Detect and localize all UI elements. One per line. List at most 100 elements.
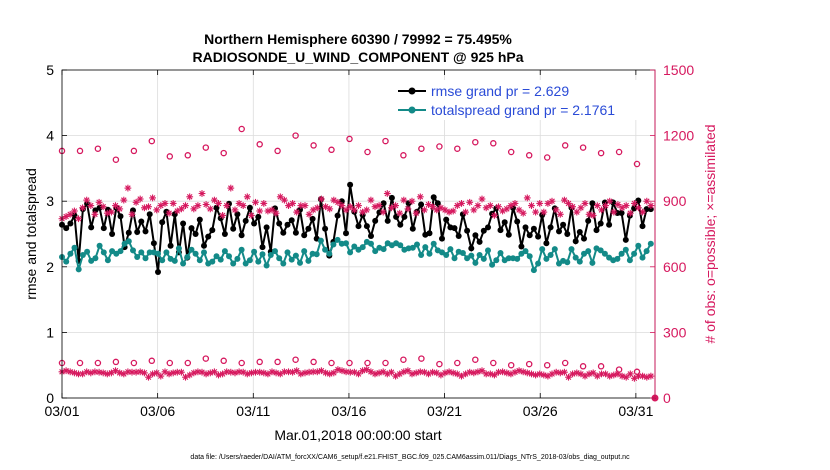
obs-assimilated-marker (408, 370, 416, 378)
data-point (142, 228, 149, 235)
obs-assimilated-marker (256, 207, 264, 215)
asterisk-stroke (545, 200, 551, 207)
obs-assimilated-marker (495, 203, 502, 211)
obs-possible-marker (382, 137, 389, 145)
asterisk-stroke (454, 371, 461, 377)
data-point (397, 242, 404, 249)
asterisk-stroke (277, 194, 284, 200)
data-point (601, 250, 608, 257)
obs-possible-marker (220, 149, 227, 157)
obs-possible-marker (561, 359, 569, 367)
asterisk-stroke (112, 367, 119, 374)
data-point (409, 225, 416, 232)
data-point (96, 242, 103, 249)
asterisk-stroke (215, 200, 222, 207)
data-point (125, 238, 132, 245)
data-point (501, 219, 508, 226)
asterisk-stroke (368, 197, 374, 203)
asterisk-stroke (71, 370, 78, 376)
asterisk-stroke (574, 209, 580, 215)
data-point (71, 244, 78, 251)
data-point (522, 224, 529, 231)
asterisk-stroke (582, 373, 588, 379)
data-point (593, 227, 600, 234)
data-point (418, 252, 425, 258)
asterisk-stroke (174, 369, 181, 375)
asterisk-stroke (376, 370, 382, 376)
obs-assimilated-marker (491, 212, 498, 219)
data-point (234, 255, 241, 262)
data-point (305, 225, 312, 232)
asterisk-stroke (508, 202, 514, 209)
data-point (146, 249, 153, 256)
obs-possible-marker (184, 152, 192, 159)
obs-possible-marker (202, 355, 210, 362)
data-point (522, 248, 529, 255)
obs-possible-marker (436, 360, 443, 368)
data-point (251, 248, 258, 255)
data-point (284, 221, 291, 228)
asterisk-stroke (67, 369, 73, 375)
obs-assimilated-marker (161, 200, 169, 207)
x-tick-label: 03/01 (44, 403, 79, 419)
obs-assimilated-marker (643, 197, 651, 205)
asterisk-stroke (306, 211, 312, 218)
asterisk-stroke (207, 206, 214, 212)
asterisk-stroke (244, 194, 251, 200)
data-point (246, 257, 253, 264)
data-point (518, 243, 525, 250)
data-point (326, 250, 333, 257)
asterisk-stroke (83, 197, 90, 203)
obs-assimilated-marker (647, 372, 655, 380)
data-point (92, 255, 99, 262)
asterisk-stroke (351, 369, 358, 375)
data-point (272, 248, 278, 255)
asterisk-stroke (289, 200, 296, 207)
obs-assimilated-marker (536, 200, 544, 207)
data-point (347, 181, 354, 188)
asterisk-stroke (166, 371, 172, 377)
asterisk-stroke (413, 210, 419, 216)
asterisk-stroke (623, 202, 629, 209)
asterisk-stroke (483, 205, 489, 211)
obs-possible-marker (472, 138, 479, 146)
asterisk-stroke (145, 374, 152, 380)
obs-assimilated-marker (363, 206, 371, 214)
asterisk-stroke (483, 371, 489, 377)
obs-assimilated-marker (112, 367, 119, 375)
asterisk-stroke (153, 207, 160, 213)
asterisk-stroke (170, 200, 176, 207)
data-point (192, 250, 199, 257)
obs-assimilated-marker (99, 203, 107, 211)
obs-assimilated-marker (528, 202, 535, 209)
obs-assimilated-marker (128, 368, 136, 376)
asterisk-stroke (429, 203, 436, 210)
asterisk-stroke (326, 371, 333, 377)
data-point (581, 235, 587, 242)
obs-assimilated-marker (639, 372, 646, 380)
data-point (343, 230, 349, 237)
asterisk-stroke (244, 371, 251, 377)
obs-assimilated-marker (149, 194, 156, 202)
x-tick-label: 03/26 (523, 403, 558, 419)
data-point (88, 224, 95, 231)
obs-assimilated-marker (276, 193, 284, 201)
chart-title-line1: Northern Hemisphere 60390 / 79992 = 75.4… (204, 31, 512, 47)
obs-possible-marker (148, 137, 156, 145)
data-point (255, 213, 262, 220)
obs-assimilated-marker (441, 369, 449, 377)
data-point (409, 244, 416, 251)
asterisk-stroke (261, 370, 267, 376)
asterisk-stroke (602, 371, 609, 377)
data-point (480, 227, 487, 234)
data-point (238, 246, 245, 253)
data-point (146, 211, 153, 218)
obs-assimilated-marker (334, 198, 342, 206)
obs-assimilated-marker (523, 369, 531, 377)
asterisk-stroke (553, 207, 559, 213)
asterisk-stroke (318, 196, 325, 202)
series-layer (58, 125, 659, 402)
obs-assimilated-marker (491, 371, 498, 379)
y-axis-right-label: # of obs: o=possible; ×=assimilated (702, 124, 718, 343)
obs-assimilated-marker (433, 206, 441, 214)
